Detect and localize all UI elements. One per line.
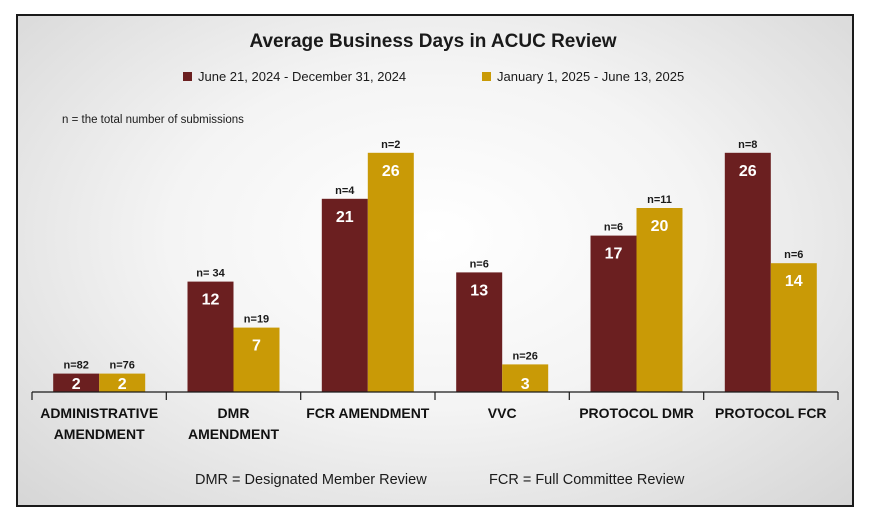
bar-series-2-cat-5 [636,208,683,392]
value-label-series-1-cat-5: 17 [605,246,623,263]
value-label-series-2-cat-5: 20 [651,218,669,235]
n-label-series-1-cat-5: n=6 [604,222,623,234]
n-label-series-1-cat-2: n= 34 [196,268,225,280]
n-label-series-2-cat-5: n=11 [647,194,672,206]
bar-series-1-cat-2 [187,281,234,392]
value-label-series-1-cat-1: 2 [72,376,81,393]
chart-title: Average Business Days in ACUC Review [249,31,616,52]
n-label-series-1-cat-3: n=4 [335,185,355,197]
bar-series-1-cat-3 [321,198,368,392]
category-label-3: FCR AMENDMENT [306,405,430,421]
value-label-series-1-cat-6: 26 [739,163,757,180]
n-label-series-1-cat-1: n=82 [64,360,89,372]
bar-series-1-cat-5 [590,235,637,392]
category-label-2-line-2: AMENDMENT [188,426,279,442]
n-label-series-2-cat-4: n=26 [513,350,538,362]
bar-series-2-cat-3 [367,152,414,392]
bar-series-2-cat-2 [233,327,280,392]
value-label-series-2-cat-4: 3 [521,376,530,393]
n-label-series-1-cat-4: n=6 [470,258,489,270]
n-label-series-1-cat-6: n=8 [738,139,757,151]
legend-label-series-2: January 1, 2025 - June 13, 2025 [497,69,684,84]
legend-swatch-series-2 [482,72,491,81]
chart-frame [16,14,854,507]
value-label-series-2-cat-2: 7 [252,338,261,355]
bar-series-2-cat-1 [99,373,146,392]
value-label-series-1-cat-4: 13 [470,282,488,299]
category-label-4: VVC [488,405,517,421]
value-label-series-2-cat-3: 26 [382,163,400,180]
value-label-series-2-cat-1: 2 [118,376,127,393]
legend-label-series-1: June 21, 2024 - December 31, 2024 [198,69,406,84]
value-label-series-1-cat-3: 21 [336,209,354,226]
category-label-2-line-1: DMR [218,405,250,421]
n-label-series-2-cat-1: n=76 [110,360,135,372]
n-label-series-2-cat-3: n=2 [381,139,400,151]
value-label-series-2-cat-6: 14 [785,273,803,290]
category-label-5: PROTOCOL DMR [579,405,694,421]
legend-swatch-series-1 [183,72,192,81]
category-label-1-line-1: ADMINISTRATIVE [40,405,158,421]
bar-series-2-cat-6 [770,263,817,392]
category-label-6: PROTOCOL FCR [715,405,827,421]
n-label-series-2-cat-2: n=19 [244,314,269,326]
footnote-dmr: DMR = Designated Member Review [195,472,427,488]
x-axis-category-labels: ADMINISTRATIVE AMENDMENT DMR AMENDMENT FCR A… [40,405,826,442]
x-axis-ticks [31,392,839,400]
bar-series-1-cat-6 [724,152,771,392]
bar-series-1-cat-1 [53,373,100,392]
category-label-1-line-2: AMENDMENT [54,426,145,442]
n-label-series-2-cat-6: n=6 [784,249,803,261]
value-label-series-1-cat-2: 12 [202,292,220,309]
chart-note: n = the total number of submissions [62,114,244,126]
bar-series-2-cat-4 [502,364,549,392]
footnote-fcr: FCR = Full Committee Review [489,472,685,488]
bar-series-1-cat-4 [456,272,503,392]
bars-group: 2 n=82 2 n=76 12 n= 34 7 n=19 21 n=4 26 n=2 13 n=6 3 n=… [53,139,817,393]
